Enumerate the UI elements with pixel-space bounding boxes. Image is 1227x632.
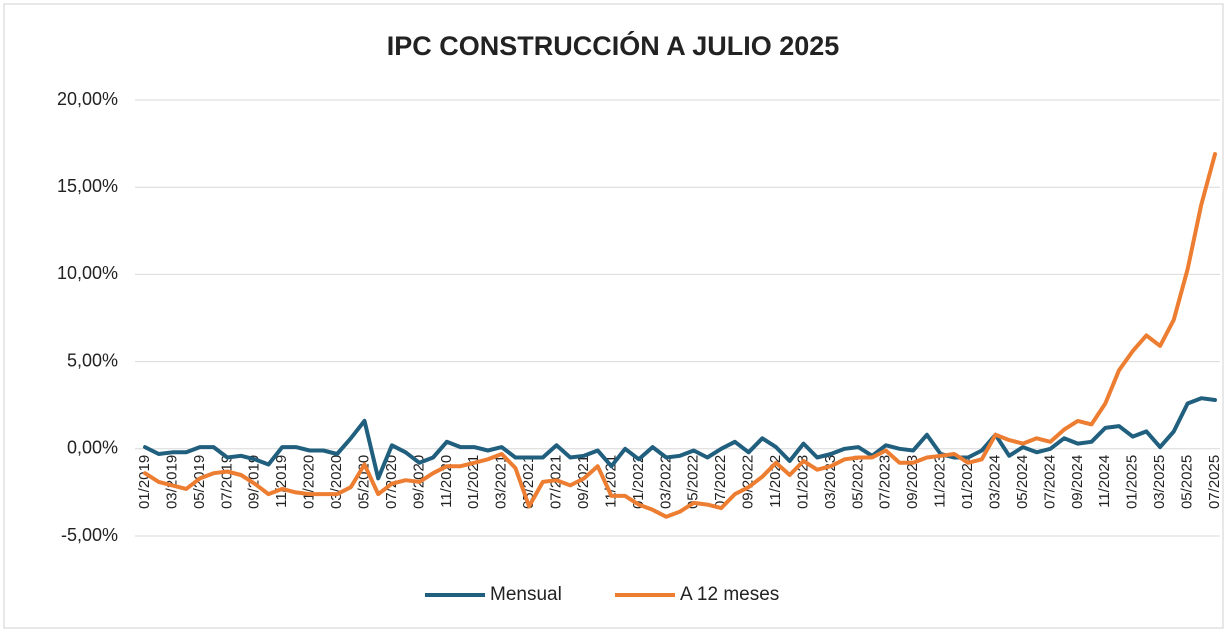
chart-border xyxy=(3,3,1224,629)
x-tick-label: 07/2022 xyxy=(712,455,729,509)
x-tick-label: 11/2019 xyxy=(273,455,290,508)
y-tick-label: 0,00% xyxy=(67,438,118,458)
y-tick-label: 5,00% xyxy=(67,350,118,370)
x-tick-label: 03/2025 xyxy=(1151,455,1168,509)
x-tick-label: 05/2019 xyxy=(191,455,208,509)
x-tick-label: 01/2024 xyxy=(959,455,976,509)
x-tick-label: 07/2025 xyxy=(1206,455,1223,509)
y-tick-label: 10,00% xyxy=(57,263,118,283)
x-tick-label: 03/2020 xyxy=(328,455,345,509)
x-tick-label: 09/2022 xyxy=(740,455,757,509)
x-tick-label: 01/2022 xyxy=(630,455,647,509)
x-tick-label: 09/2021 xyxy=(575,455,592,509)
x-tick-label: 05/2025 xyxy=(1179,455,1196,509)
x-tick-label: 01/2025 xyxy=(1124,455,1141,509)
x-tick-label: 11/2023 xyxy=(932,455,949,508)
x-tick-label: 05/2024 xyxy=(1014,455,1031,509)
x-tick-label: 01/2019 xyxy=(136,455,153,509)
x-tick-label: 03/2021 xyxy=(493,455,510,509)
series-line xyxy=(143,396,1217,481)
x-tick-label: 03/2019 xyxy=(163,455,180,509)
x-tick-label: 11/2024 xyxy=(1096,455,1113,508)
x-tick-label: 09/2024 xyxy=(1069,455,1086,509)
x-tick-label: 01/2021 xyxy=(465,455,482,509)
chart-title: IPC CONSTRUCCIÓN A JULIO 2025 xyxy=(387,30,840,61)
x-tick-label: 09/2023 xyxy=(904,455,921,509)
y-tick-label: 15,00% xyxy=(57,176,118,196)
x-tick-label: 01/2020 xyxy=(301,455,318,509)
series-line xyxy=(143,152,1217,519)
x-tick-label: 03/2022 xyxy=(657,455,674,509)
x-tick-label: 05/2022 xyxy=(685,455,702,509)
legend-label: A 12 meses xyxy=(680,584,779,605)
y-tick-label: -5,00% xyxy=(61,525,118,545)
x-tick-label: 11/2020 xyxy=(438,455,455,508)
legend-label: Mensual xyxy=(490,584,562,605)
y-tick-label: 20,00% xyxy=(57,89,118,109)
x-tick-label: 07/2019 xyxy=(218,455,235,509)
x-tick-label: 05/2023 xyxy=(849,455,866,509)
x-tick-label: 07/2023 xyxy=(877,455,894,509)
x-tick-label: 03/2024 xyxy=(986,455,1003,509)
x-tick-label: 07/2024 xyxy=(1041,455,1058,509)
